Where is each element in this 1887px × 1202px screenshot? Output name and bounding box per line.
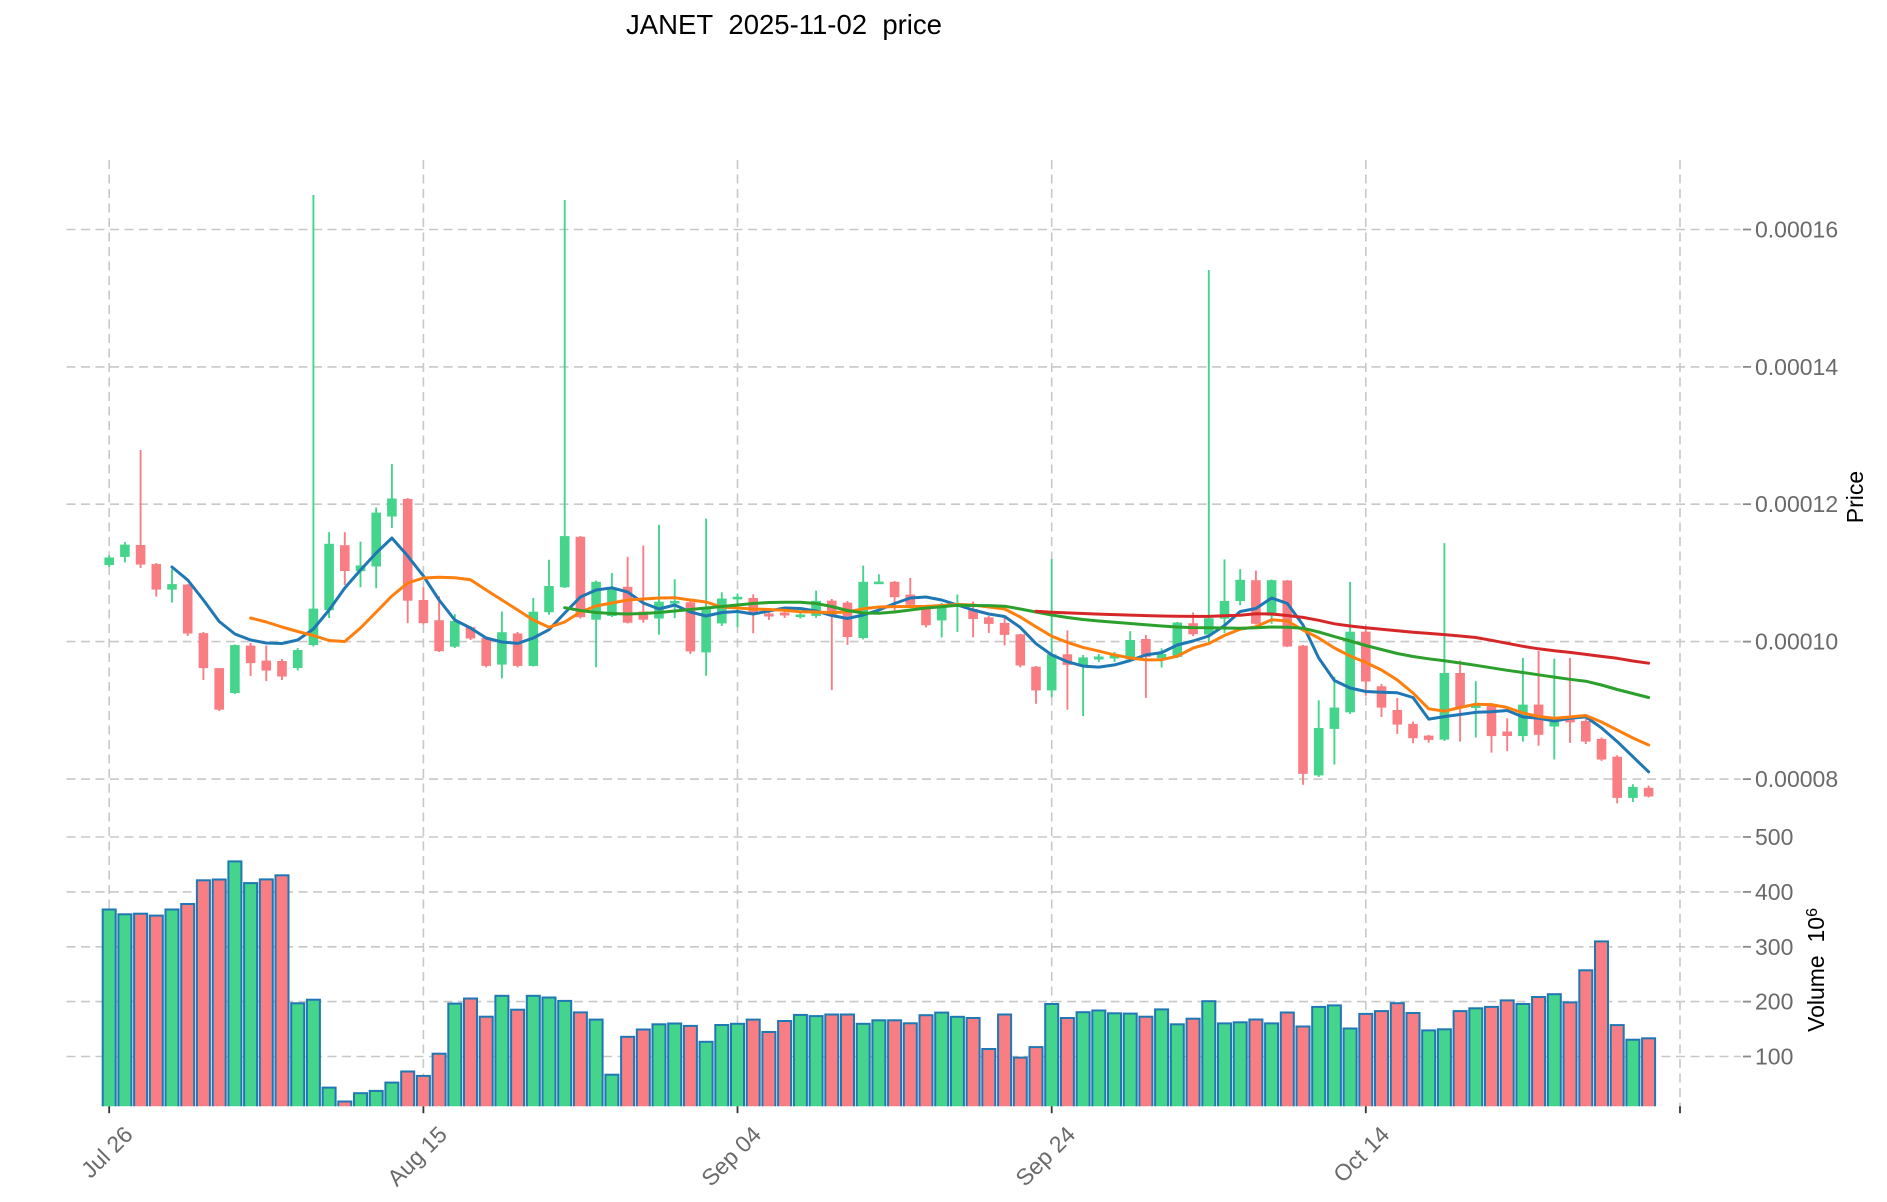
svg-text:0.00010: 0.00010 — [1755, 629, 1838, 655]
svg-text:0.00014: 0.00014 — [1755, 354, 1838, 380]
svg-text:Price: Price — [1842, 471, 1868, 523]
svg-text:0.00016: 0.00016 — [1755, 217, 1838, 243]
svg-text:300: 300 — [1755, 934, 1793, 960]
svg-text:200: 200 — [1755, 989, 1793, 1015]
svg-text:0.00008: 0.00008 — [1755, 766, 1838, 792]
svg-text:0.00012: 0.00012 — [1755, 491, 1838, 517]
svg-text:400: 400 — [1755, 879, 1793, 905]
svg-text:100: 100 — [1755, 1044, 1793, 1070]
svg-text:500: 500 — [1755, 824, 1793, 850]
svg-text:Volume 106: Volume 106 — [1803, 908, 1829, 1032]
svg-text:JANET 2025-11-02 price: JANET 2025-11-02 price — [626, 9, 942, 40]
